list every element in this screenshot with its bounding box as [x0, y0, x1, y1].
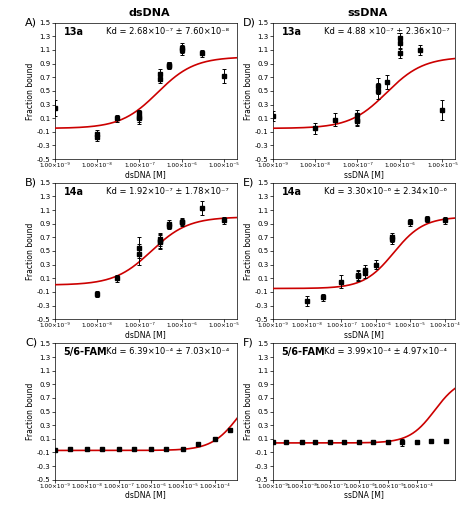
Y-axis label: Fraction bound: Fraction bound	[26, 222, 35, 280]
X-axis label: dsDNA [M]: dsDNA [M]	[126, 490, 166, 499]
Y-axis label: Fraction bound: Fraction bound	[244, 383, 253, 440]
Text: 5/6-FAM: 5/6-FAM	[64, 347, 107, 358]
Text: Kd = 4.88 ×10⁻⁷ ± 2.36×10⁻⁷: Kd = 4.88 ×10⁻⁷ ± 2.36×10⁻⁷	[324, 27, 449, 36]
Text: 14a: 14a	[64, 187, 83, 197]
Text: C): C)	[25, 338, 37, 348]
Y-axis label: Fraction bound: Fraction bound	[26, 383, 35, 440]
X-axis label: ssDNA [M]: ssDNA [M]	[344, 170, 384, 179]
Y-axis label: Fraction bound: Fraction bound	[244, 222, 253, 280]
Text: 13a: 13a	[282, 27, 301, 37]
Text: Kd = 3.30×10⁻⁶ ± 2.34×10⁻⁶: Kd = 3.30×10⁻⁶ ± 2.34×10⁻⁶	[324, 187, 447, 196]
Text: 13a: 13a	[64, 27, 83, 37]
X-axis label: dsDNA [M]: dsDNA [M]	[126, 330, 166, 339]
Text: D): D)	[243, 17, 256, 27]
Text: A): A)	[25, 17, 37, 27]
X-axis label: ssDNA [M]: ssDNA [M]	[344, 330, 384, 339]
Text: ssDNA: ssDNA	[347, 8, 388, 18]
Text: Kd = 2.68×10⁻⁷ ± 7.60×10⁻⁸: Kd = 2.68×10⁻⁷ ± 7.60×10⁻⁸	[106, 27, 228, 36]
Text: dsDNA: dsDNA	[128, 8, 170, 18]
Y-axis label: Fraction bound: Fraction bound	[26, 62, 35, 120]
Text: F): F)	[243, 338, 254, 348]
Text: Kd = 6.39×10⁻⁴ ± 7.03×10⁻⁴: Kd = 6.39×10⁻⁴ ± 7.03×10⁻⁴	[106, 347, 229, 357]
Text: B): B)	[25, 177, 37, 187]
Text: 5/6-FAM: 5/6-FAM	[282, 347, 325, 358]
Y-axis label: Fraction bound: Fraction bound	[244, 62, 253, 120]
X-axis label: ssDNA [M]: ssDNA [M]	[344, 490, 384, 499]
X-axis label: dsDNA [M]: dsDNA [M]	[126, 170, 166, 179]
Text: 14a: 14a	[282, 187, 301, 197]
Text: Kd = 1.92×10⁻⁷ ± 1.78×10⁻⁷: Kd = 1.92×10⁻⁷ ± 1.78×10⁻⁷	[106, 187, 228, 196]
Text: E): E)	[243, 177, 255, 187]
Text: Kd = 3.99×10⁻⁴ ± 4.97×10⁻⁴: Kd = 3.99×10⁻⁴ ± 4.97×10⁻⁴	[324, 347, 447, 357]
